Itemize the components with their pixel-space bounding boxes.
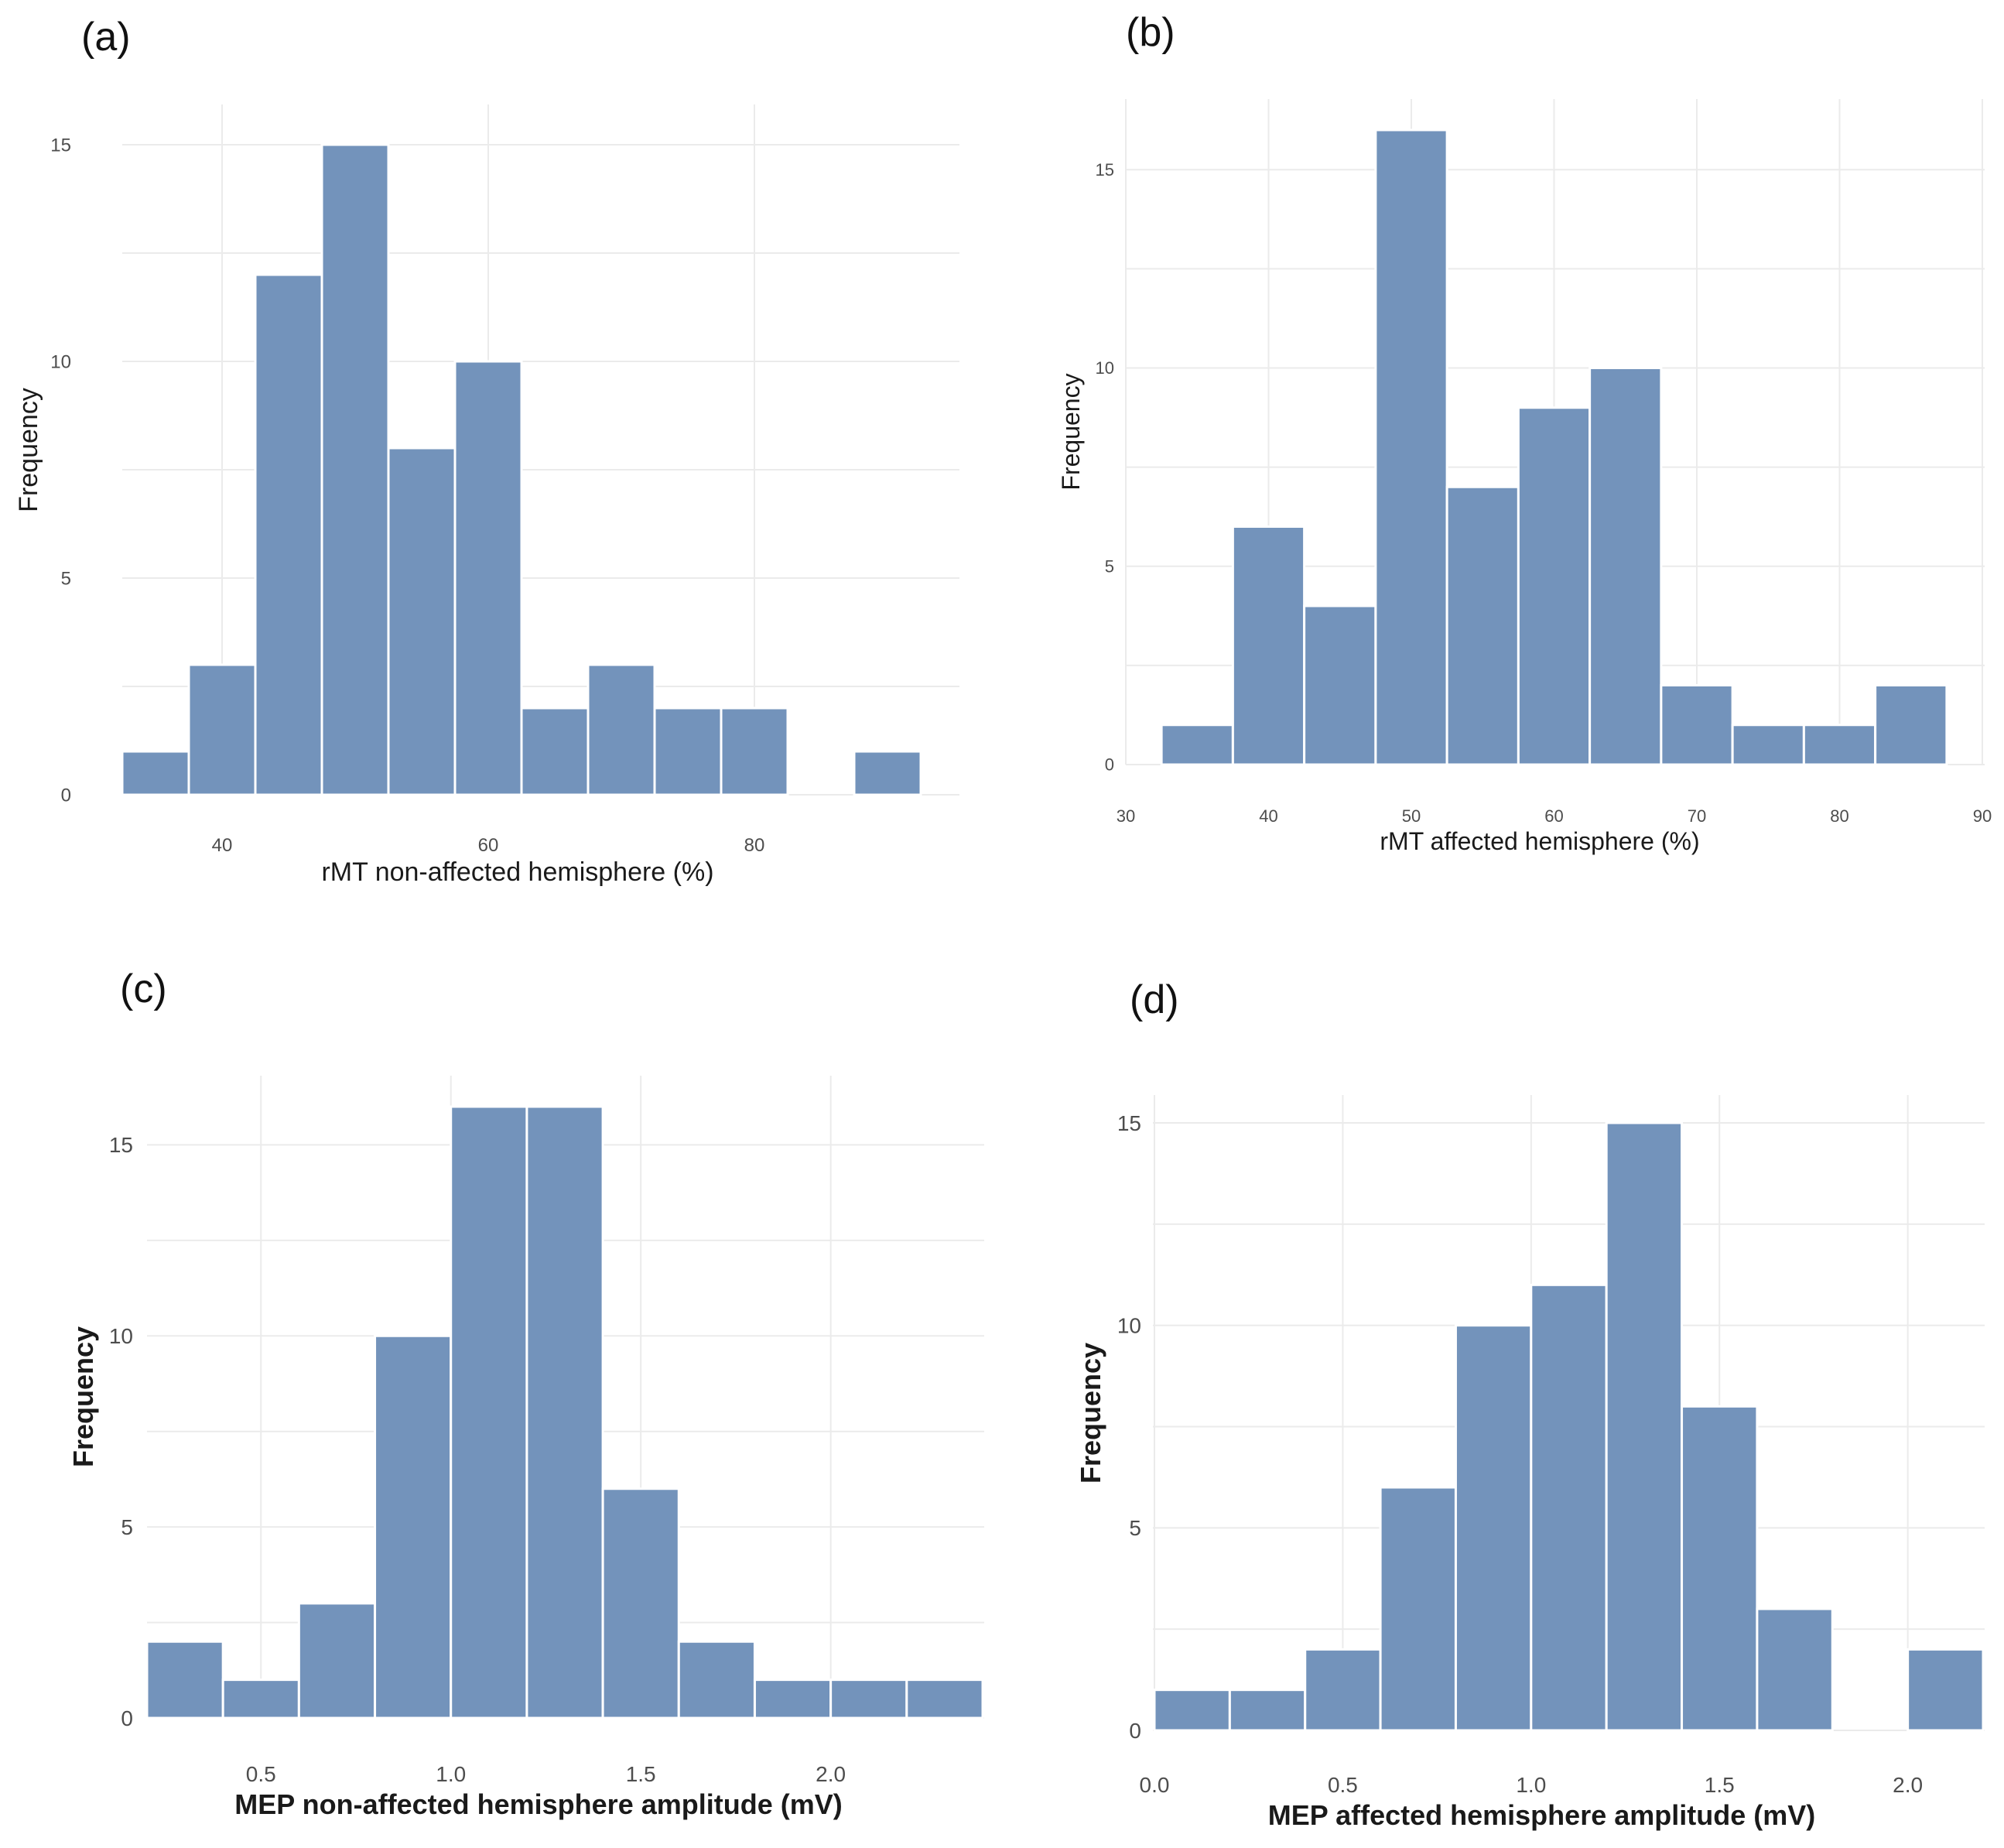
panel-c-y-tick-label: 15 [109,1133,133,1157]
panel-b-x-tick-label: 70 [1688,806,1706,826]
panel-b-bar [1231,525,1306,766]
panel-c-y-axis-title: Frequency [67,1326,99,1467]
panel-a-bar [254,273,323,796]
panel-a-y-axis-title: Frequency [14,388,43,512]
panel-d-y-tick-label: 5 [1129,1516,1141,1540]
panel-b-bar [1588,367,1663,766]
panel-b-x-axis-title: rMT affected hemisphere (%) [1380,827,1699,855]
panel-d-x-tick-label: 0.0 [1140,1773,1170,1797]
panel-c-x-axis-title: MEP non-affected hemisphere amplitude (m… [234,1788,842,1820]
panel-c-bar [677,1640,756,1720]
panel-c-bar [221,1679,300,1720]
panel-c-bar [525,1105,604,1720]
panel-d-x-tick-label: 1.5 [1705,1773,1735,1797]
panel-b-bar [1160,724,1234,766]
panel-a-y-tick-label: 5 [61,568,71,589]
panel-b-bar [1517,406,1592,766]
panel-b-x-tick-label: 30 [1117,806,1135,826]
panel-c-bar [450,1105,528,1720]
panel-d-bar [1756,1607,1834,1732]
panel-c-bar [829,1679,908,1720]
panel-c-bar [297,1602,377,1720]
panel-b-y-tick-label: 0 [1105,755,1114,775]
panel-a-bar [853,750,922,796]
panel-b-y-tick-label: 15 [1096,160,1114,180]
panel-d-y-tick-label: 0 [1129,1719,1141,1743]
panel-b-x-tick-label: 80 [1830,806,1848,826]
panel-c-x-tick-label: 0.5 [246,1762,276,1786]
panel-d-bar [1907,1648,1985,1732]
panel-d-y-tick-label: 15 [1117,1111,1141,1135]
panel-c-bar [905,1679,984,1720]
panel-a-x-tick-label: 60 [478,835,499,856]
panel-label-c: (c) [120,967,167,1011]
panel-d-bar [1153,1689,1231,1732]
panel-b-y-axis-title: Frequency [1057,373,1085,490]
panel-d-x-tick-label: 1.0 [1516,1773,1546,1797]
panel-label-b: (b) [1126,10,1175,55]
panel-b-bar [1374,128,1448,766]
panel-c-y-tick-label: 0 [121,1706,133,1730]
panel-d-y-axis-title: Frequency [1075,1343,1106,1484]
panel-d-bar [1228,1689,1307,1732]
panel-a-y-tick-label: 15 [50,135,71,156]
panel-b-y-tick-label: 5 [1105,556,1114,576]
panel-b-bar [1874,684,1948,766]
panel-d-bar [1605,1121,1684,1732]
panel-d-bar [1454,1324,1533,1732]
panel-a-x-tick-label: 80 [744,835,765,856]
panel-a-bar [187,663,257,796]
panel-d-bar [1304,1648,1382,1732]
panel-c-x-tick-label: 1.5 [626,1762,656,1786]
panel-a-x-tick-label: 40 [212,835,233,856]
panel-c-y-tick-label: 10 [109,1324,133,1348]
panel-b-x-tick-label: 90 [1973,806,1992,826]
panel-c-bar [753,1679,833,1720]
panel-label-d: (d) [1130,977,1179,1022]
panel-a-bar [520,707,590,796]
panel-d-y-tick-label: 10 [1117,1313,1141,1337]
panel-a-bar [387,447,457,796]
panel-c-bar [601,1487,680,1720]
panel-b-bar [1445,485,1520,766]
panel-d-bar [1681,1405,1759,1732]
panel-c-x-tick-label: 2.0 [816,1762,846,1786]
panel-a-bar [453,360,523,796]
panel-b-y-tick-label: 10 [1096,358,1114,378]
panel-a-bar [653,707,723,796]
panel-a-x-axis-title: rMT non-affected hemisphere (%) [321,857,713,887]
panel-a-y-tick-label: 0 [61,785,71,806]
panel-b-bar [1660,684,1734,766]
panel-c-y-tick-label: 5 [121,1515,133,1539]
panel-c-x-tick-label: 1.0 [436,1762,466,1786]
panel-a-bar [586,663,656,796]
panel-b-x-tick-label: 50 [1402,806,1421,826]
panel-d-bar [1379,1486,1457,1732]
panel-d-x-tick-label: 2.0 [1893,1773,1923,1797]
panel-b-bar [1802,724,1877,766]
panel-a-bar [121,750,190,796]
panel-c-bar [374,1334,453,1720]
panel-d-bar [1530,1283,1608,1732]
panel-d-x-tick-label: 0.5 [1328,1773,1358,1797]
panel-a-bar [720,707,789,796]
panel-c-bar [145,1640,224,1720]
panel-b-bar [1731,724,1805,766]
panel-label-a: (a) [81,15,131,60]
panel-b-bar [1303,604,1377,766]
panel-d-x-axis-title: MEP affected hemisphere amplitude (mV) [1268,1799,1816,1831]
panel-a-bar [320,143,390,796]
panel-a-y-tick-label: 10 [50,351,71,372]
panel-b-x-tick-label: 40 [1259,806,1277,826]
panel-b-x-tick-label: 60 [1544,806,1563,826]
